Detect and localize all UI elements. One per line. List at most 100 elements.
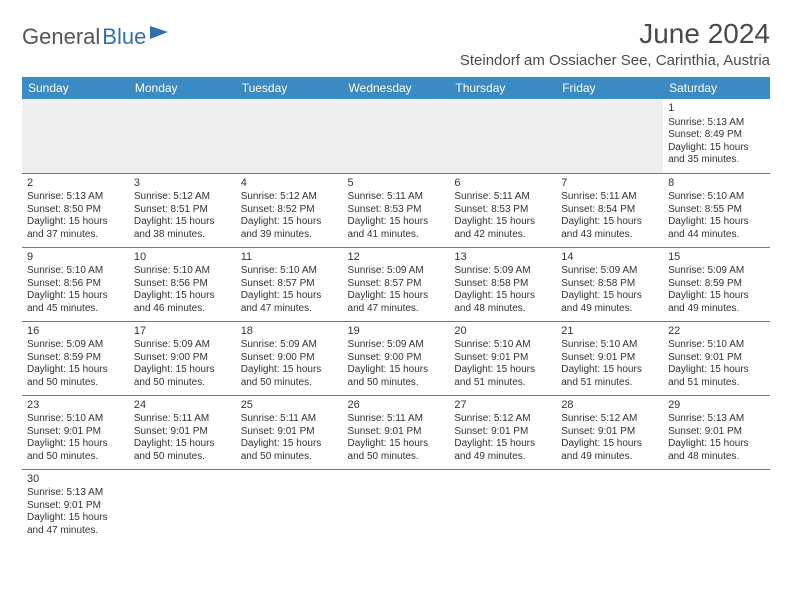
sunrise-text: Sunrise: 5:11 AM xyxy=(348,191,445,204)
daylight-text: Daylight: 15 hours and 47 minutes. xyxy=(241,290,338,315)
calendar-cell: 28Sunrise: 5:12 AMSunset: 9:01 PMDayligh… xyxy=(556,395,663,469)
calendar-cell xyxy=(236,99,343,173)
daylight-text: Daylight: 15 hours and 47 minutes. xyxy=(27,512,124,537)
sunset-text: Sunset: 8:50 PM xyxy=(27,204,124,217)
day-number: 21 xyxy=(561,325,658,339)
sunset-text: Sunset: 8:54 PM xyxy=(561,204,658,217)
calendar-cell: 21Sunrise: 5:10 AMSunset: 9:01 PMDayligh… xyxy=(556,321,663,395)
daylight-text: Daylight: 15 hours and 51 minutes. xyxy=(668,364,765,389)
sunset-text: Sunset: 8:59 PM xyxy=(27,352,124,365)
daylight-text: Daylight: 15 hours and 49 minutes. xyxy=(561,438,658,463)
calendar-cell: 22Sunrise: 5:10 AMSunset: 9:01 PMDayligh… xyxy=(663,321,770,395)
sunset-text: Sunset: 9:01 PM xyxy=(27,500,124,513)
day-number: 8 xyxy=(668,177,765,191)
day-number: 17 xyxy=(134,325,231,339)
brand-logo: General Blue xyxy=(22,24,170,50)
day-number: 14 xyxy=(561,251,658,265)
brand-flag-icon xyxy=(150,26,170,42)
calendar-cell: 18Sunrise: 5:09 AMSunset: 9:00 PMDayligh… xyxy=(236,321,343,395)
calendar-week-row: 23Sunrise: 5:10 AMSunset: 9:01 PMDayligh… xyxy=(22,395,770,469)
calendar-cell: 5Sunrise: 5:11 AMSunset: 8:53 PMDaylight… xyxy=(343,173,450,247)
calendar-cell xyxy=(556,469,663,543)
sunrise-text: Sunrise: 5:12 AM xyxy=(241,191,338,204)
calendar-week-row: 30Sunrise: 5:13 AMSunset: 9:01 PMDayligh… xyxy=(22,469,770,543)
sunrise-text: Sunrise: 5:13 AM xyxy=(27,487,124,500)
daylight-text: Daylight: 15 hours and 43 minutes. xyxy=(561,216,658,241)
calendar-cell xyxy=(449,469,556,543)
sunrise-text: Sunrise: 5:09 AM xyxy=(134,339,231,352)
weekday-row: Sunday Monday Tuesday Wednesday Thursday… xyxy=(22,77,770,99)
day-number: 27 xyxy=(454,399,551,413)
sunset-text: Sunset: 9:01 PM xyxy=(561,352,658,365)
brand-right: Blue xyxy=(102,24,146,50)
day-number: 6 xyxy=(454,177,551,191)
calendar-cell: 17Sunrise: 5:09 AMSunset: 9:00 PMDayligh… xyxy=(129,321,236,395)
sunrise-text: Sunrise: 5:11 AM xyxy=(454,191,551,204)
daylight-text: Daylight: 15 hours and 48 minutes. xyxy=(454,290,551,315)
day-number: 19 xyxy=(348,325,445,339)
sunrise-text: Sunrise: 5:09 AM xyxy=(561,265,658,278)
calendar-cell: 10Sunrise: 5:10 AMSunset: 8:56 PMDayligh… xyxy=(129,247,236,321)
day-number: 9 xyxy=(27,251,124,265)
daylight-text: Daylight: 15 hours and 51 minutes. xyxy=(454,364,551,389)
calendar-cell: 9Sunrise: 5:10 AMSunset: 8:56 PMDaylight… xyxy=(22,247,129,321)
sunrise-text: Sunrise: 5:10 AM xyxy=(561,339,658,352)
sunset-text: Sunset: 8:51 PM xyxy=(134,204,231,217)
sunset-text: Sunset: 9:01 PM xyxy=(454,426,551,439)
day-number: 2 xyxy=(27,177,124,191)
calendar-cell xyxy=(22,99,129,173)
sunrise-text: Sunrise: 5:09 AM xyxy=(668,265,765,278)
daylight-text: Daylight: 15 hours and 50 minutes. xyxy=(134,438,231,463)
day-number: 7 xyxy=(561,177,658,191)
daylight-text: Daylight: 15 hours and 41 minutes. xyxy=(348,216,445,241)
day-number: 13 xyxy=(454,251,551,265)
sunset-text: Sunset: 9:01 PM xyxy=(241,426,338,439)
calendar-cell xyxy=(556,99,663,173)
calendar-cell xyxy=(449,99,556,173)
day-number: 28 xyxy=(561,399,658,413)
daylight-text: Daylight: 15 hours and 44 minutes. xyxy=(668,216,765,241)
day-number: 5 xyxy=(348,177,445,191)
weekday-heading: Thursday xyxy=(449,77,556,99)
day-number: 1 xyxy=(668,102,765,116)
sunrise-text: Sunrise: 5:12 AM xyxy=(561,413,658,426)
calendar-header: Sunday Monday Tuesday Wednesday Thursday… xyxy=(22,77,770,99)
day-number: 10 xyxy=(134,251,231,265)
sunrise-text: Sunrise: 5:09 AM xyxy=(348,339,445,352)
sunset-text: Sunset: 9:01 PM xyxy=(134,426,231,439)
calendar-table: Sunday Monday Tuesday Wednesday Thursday… xyxy=(22,77,770,543)
calendar-cell: 20Sunrise: 5:10 AMSunset: 9:01 PMDayligh… xyxy=(449,321,556,395)
sunset-text: Sunset: 8:53 PM xyxy=(454,204,551,217)
day-number: 30 xyxy=(27,473,124,487)
sunset-text: Sunset: 9:01 PM xyxy=(561,426,658,439)
calendar-cell xyxy=(343,99,450,173)
calendar-cell xyxy=(129,99,236,173)
sunrise-text: Sunrise: 5:10 AM xyxy=(454,339,551,352)
sunrise-text: Sunrise: 5:10 AM xyxy=(668,191,765,204)
page-title: June 2024 xyxy=(460,18,770,50)
calendar-cell: 11Sunrise: 5:10 AMSunset: 8:57 PMDayligh… xyxy=(236,247,343,321)
sunrise-text: Sunrise: 5:11 AM xyxy=(348,413,445,426)
sunset-text: Sunset: 9:00 PM xyxy=(348,352,445,365)
daylight-text: Daylight: 15 hours and 47 minutes. xyxy=(348,290,445,315)
calendar-cell: 14Sunrise: 5:09 AMSunset: 8:58 PMDayligh… xyxy=(556,247,663,321)
sunrise-text: Sunrise: 5:10 AM xyxy=(134,265,231,278)
calendar-cell: 2Sunrise: 5:13 AMSunset: 8:50 PMDaylight… xyxy=(22,173,129,247)
sunset-text: Sunset: 8:59 PM xyxy=(668,278,765,291)
sunset-text: Sunset: 9:00 PM xyxy=(241,352,338,365)
day-number: 26 xyxy=(348,399,445,413)
weekday-heading: Tuesday xyxy=(236,77,343,99)
calendar-week-row: 1Sunrise: 5:13 AMSunset: 8:49 PMDaylight… xyxy=(22,99,770,173)
calendar-cell: 29Sunrise: 5:13 AMSunset: 9:01 PMDayligh… xyxy=(663,395,770,469)
sunset-text: Sunset: 9:01 PM xyxy=(27,426,124,439)
calendar-cell xyxy=(663,469,770,543)
sunset-text: Sunset: 8:58 PM xyxy=(561,278,658,291)
daylight-text: Daylight: 15 hours and 49 minutes. xyxy=(454,438,551,463)
calendar-week-row: 16Sunrise: 5:09 AMSunset: 8:59 PMDayligh… xyxy=(22,321,770,395)
weekday-heading: Saturday xyxy=(663,77,770,99)
sunset-text: Sunset: 9:01 PM xyxy=(668,352,765,365)
daylight-text: Daylight: 15 hours and 50 minutes. xyxy=(27,364,124,389)
day-number: 24 xyxy=(134,399,231,413)
day-number: 16 xyxy=(27,325,124,339)
weekday-heading: Friday xyxy=(556,77,663,99)
